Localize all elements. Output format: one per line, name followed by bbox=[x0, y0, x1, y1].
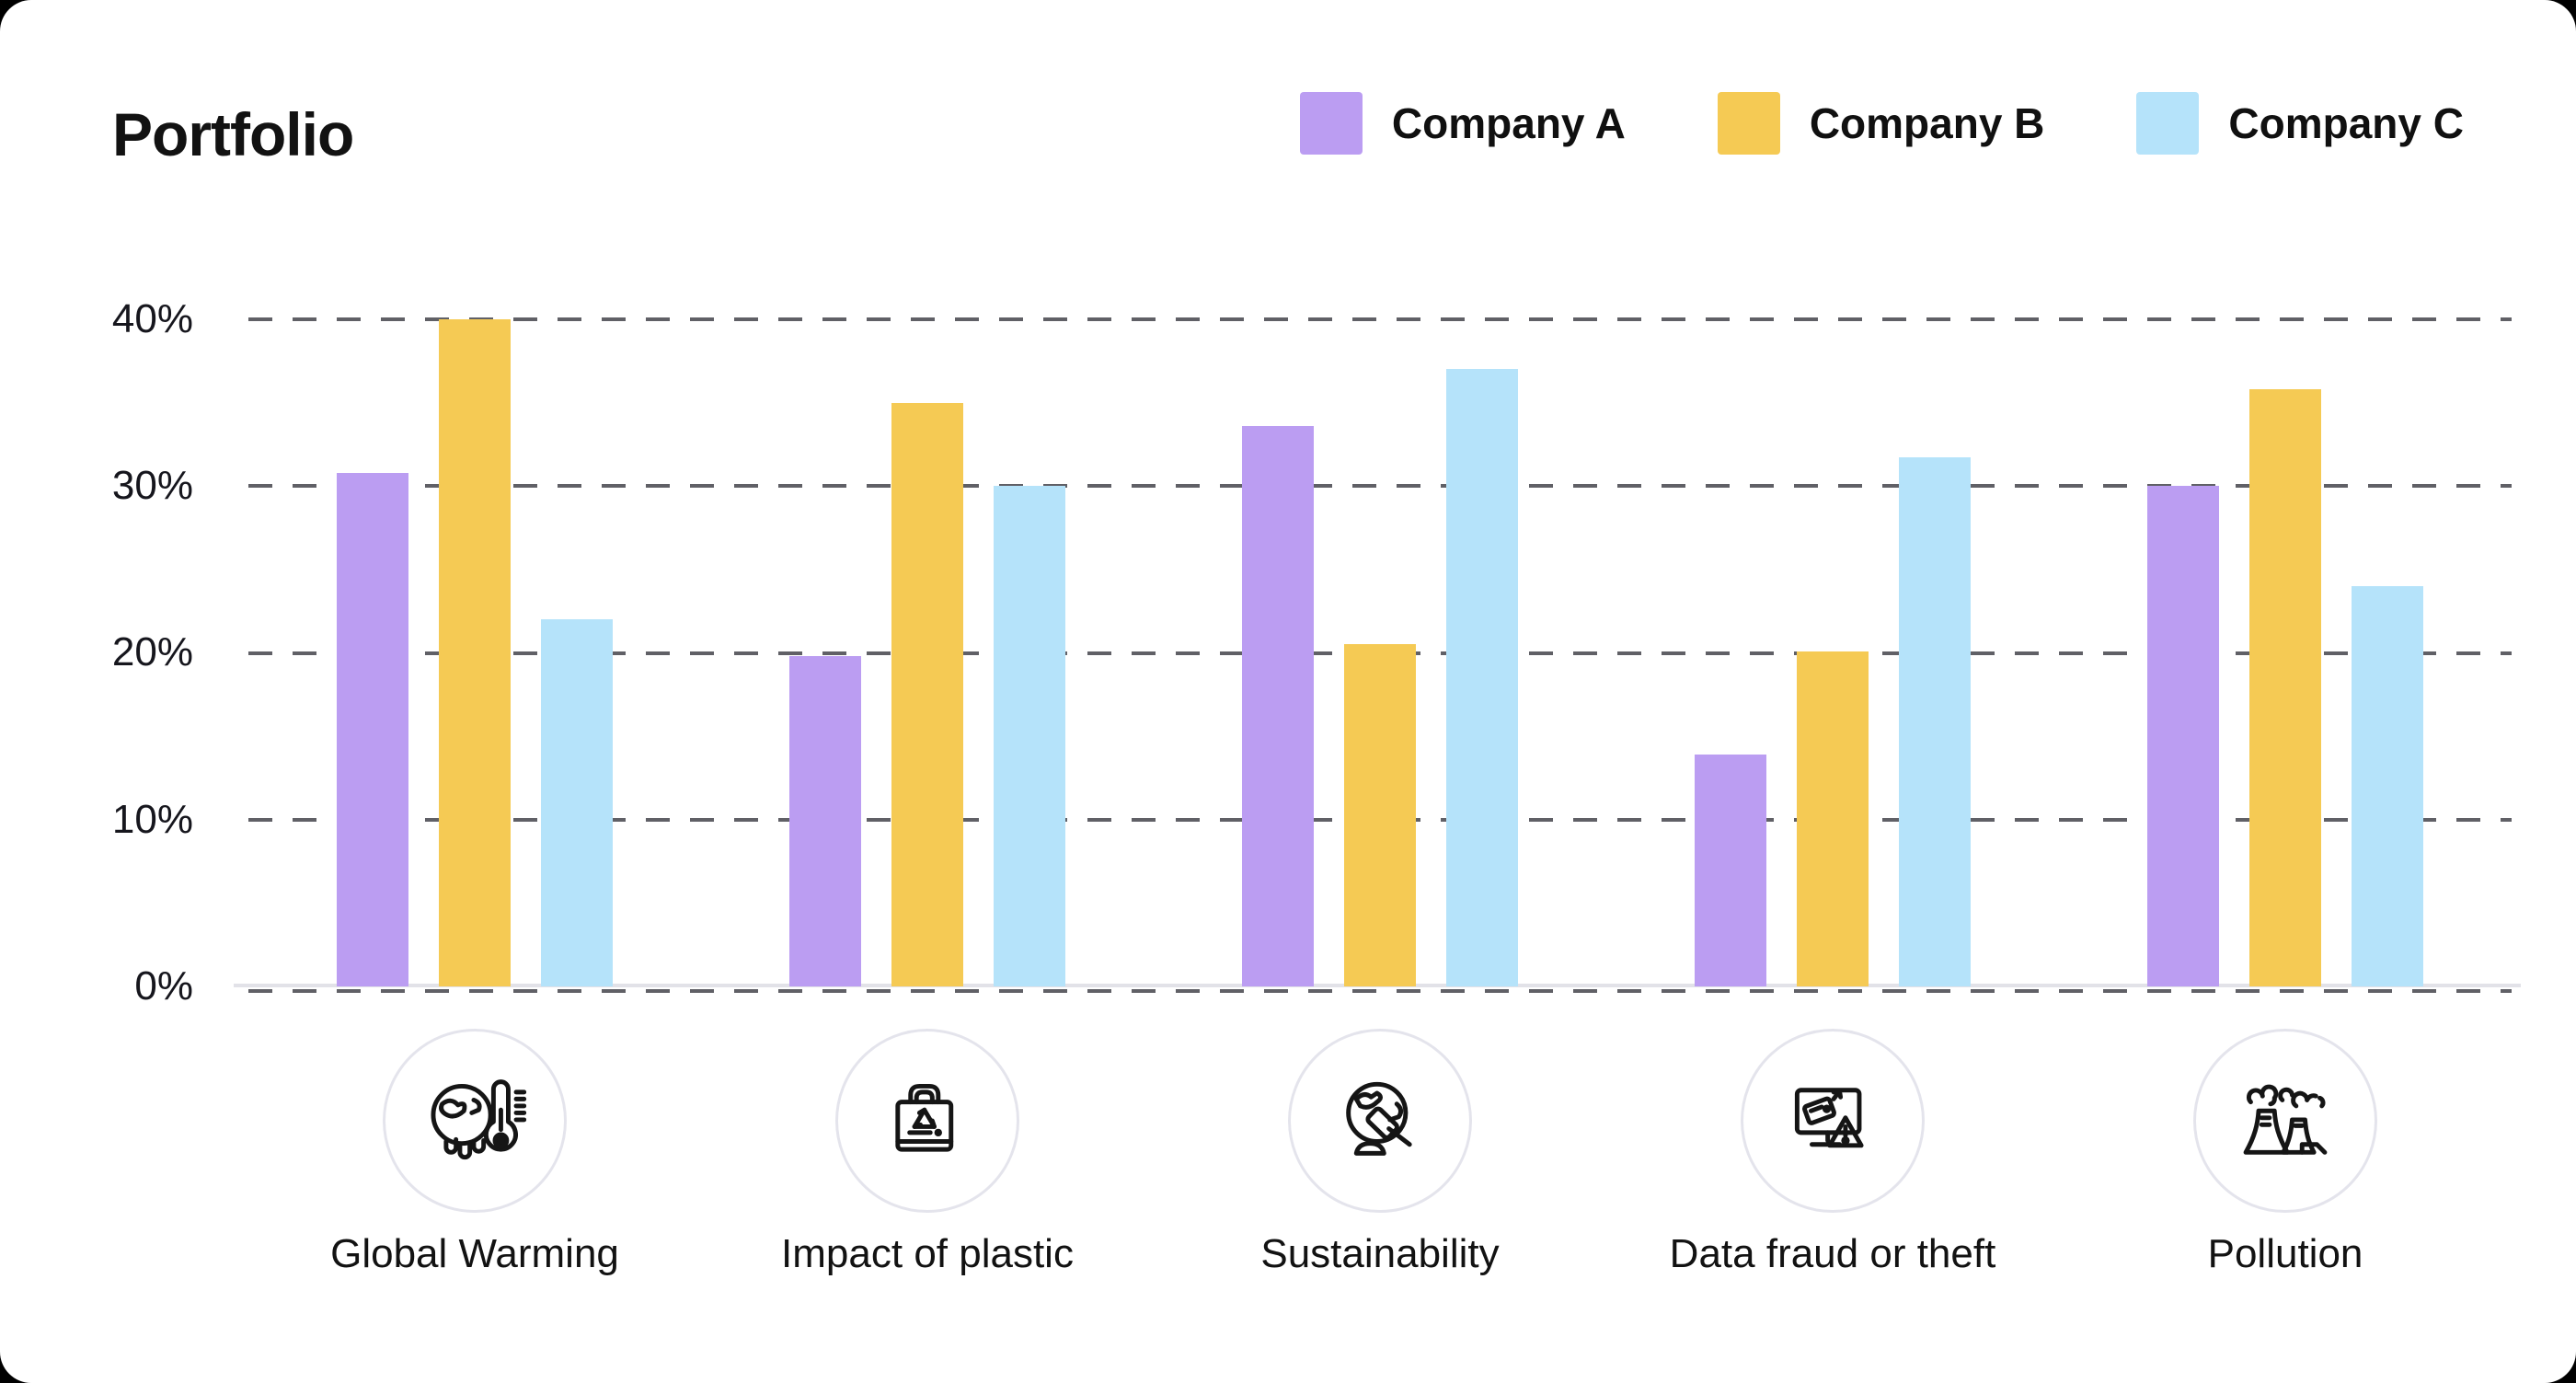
category-label-global-warming: Global Warming bbox=[330, 1231, 619, 1276]
globe-gavel-icon bbox=[1346, 1081, 1412, 1156]
bar-company-a[interactable] bbox=[1695, 755, 1766, 986]
chart-legend: Company A Company B Company C bbox=[1299, 92, 2464, 155]
bar-company-c[interactable] bbox=[1446, 369, 1518, 986]
legend-label: Company B bbox=[1809, 99, 2045, 147]
legend-item-company-b[interactable]: Company B bbox=[1717, 92, 2045, 155]
y-tick-10: 10% bbox=[111, 797, 193, 842]
bar-group-data-fraud-or-theft bbox=[1606, 319, 2059, 986]
legend-item-company-a[interactable]: Company A bbox=[1299, 92, 1626, 155]
bar-company-b[interactable] bbox=[1344, 644, 1416, 986]
y-tick-30: 30% bbox=[111, 463, 193, 508]
y-tick-0: 0% bbox=[134, 963, 193, 1008]
category-label-pollution: Pollution bbox=[2207, 1231, 2363, 1276]
data-fraud-monitor-icon bbox=[1794, 1088, 1864, 1148]
bar-company-b[interactable] bbox=[891, 402, 963, 986]
category-label-data-fraud: Data fraud or theft bbox=[1669, 1231, 1996, 1276]
legend-label: Company A bbox=[1391, 99, 1626, 147]
legend-swatch-company-a bbox=[1299, 92, 1363, 155]
category-icon-circle bbox=[383, 1029, 567, 1213]
gridline-30 bbox=[248, 484, 2512, 488]
global-warming-icon bbox=[431, 1079, 527, 1160]
category-label-sustainability: Sustainability bbox=[1260, 1231, 1500, 1276]
category-label-impact-of-plastic: Impact of plastic bbox=[781, 1231, 1074, 1276]
bar-company-b[interactable] bbox=[2249, 389, 2321, 986]
bar-group-pollution bbox=[2059, 319, 2512, 986]
bar-company-c[interactable] bbox=[2352, 586, 2423, 986]
category-icon-circle bbox=[1741, 1029, 1925, 1213]
bar-company-c[interactable] bbox=[541, 619, 613, 986]
bar-group-global-warming bbox=[248, 319, 701, 986]
bar-company-c[interactable] bbox=[994, 486, 1065, 986]
gridline-40 bbox=[248, 317, 2512, 321]
bar-company-a[interactable] bbox=[2147, 486, 2219, 986]
bar-company-a[interactable] bbox=[789, 656, 861, 986]
y-tick-40: 40% bbox=[111, 296, 193, 341]
pollution-factory-icon bbox=[2243, 1084, 2328, 1155]
legend-label: Company C bbox=[2228, 99, 2464, 147]
category-icon-circle bbox=[1288, 1029, 1472, 1213]
legend-swatch-company-b bbox=[1717, 92, 1780, 155]
bar-company-b[interactable] bbox=[1797, 651, 1869, 986]
bar-company-a[interactable] bbox=[1242, 426, 1314, 986]
bar-company-b[interactable] bbox=[439, 319, 511, 986]
bar-company-c[interactable] bbox=[1899, 457, 1971, 986]
bar-chart-plot-area: 40% 30% 20% 10% 0% bbox=[112, 296, 2521, 1008]
legend-swatch-company-c bbox=[2136, 92, 2200, 155]
bar-group-impact-of-plastic bbox=[701, 319, 1154, 986]
legend-item-company-c[interactable]: Company C bbox=[2136, 92, 2464, 155]
bar-company-a[interactable] bbox=[337, 472, 408, 986]
category-labels-row: Global Warming Impact of plastic Sustain… bbox=[248, 1231, 2512, 1277]
bar-groups bbox=[248, 319, 2512, 986]
category-icon-circle bbox=[835, 1029, 1019, 1213]
category-icon-circle bbox=[2193, 1029, 2377, 1213]
category-icons-row bbox=[248, 1029, 2512, 1213]
y-tick-20: 20% bbox=[111, 629, 193, 674]
gridline-0 bbox=[248, 989, 2512, 993]
plastic-bag-recycle-icon bbox=[895, 1083, 954, 1152]
bar-group-sustainability bbox=[1154, 319, 1606, 986]
page-title: Portfolio bbox=[112, 100, 354, 168]
